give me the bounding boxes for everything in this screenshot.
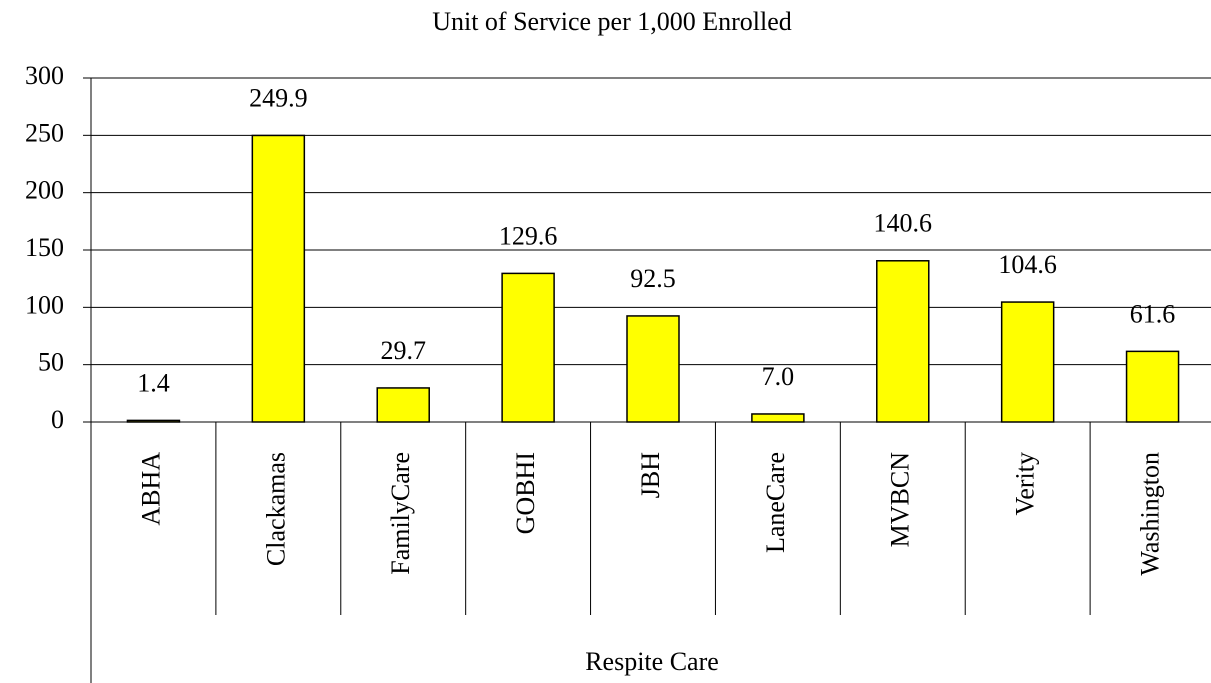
bar (876, 260, 930, 423)
chart-title: Unit of Service per 1,000 Enrolled (432, 7, 792, 36)
x-tick-label: Clackamas (261, 452, 290, 566)
y-tick-label: 50 (38, 348, 64, 377)
value-label: 29.7 (380, 336, 426, 365)
x-tick-label: FamilyCare (386, 452, 415, 575)
bar (376, 387, 430, 423)
value-label: 61.6 (1130, 299, 1176, 328)
value-label: 104.6 (998, 250, 1057, 279)
x-tick-label: GOBHI (511, 452, 540, 534)
value-label: 249.9 (249, 83, 308, 112)
value-label: 92.5 (630, 264, 676, 293)
group-label: Respite Care (585, 647, 719, 676)
value-label: 140.6 (874, 209, 933, 238)
y-tick-label: 300 (25, 61, 64, 90)
value-label: 129.6 (499, 221, 558, 250)
y-tick-label: 250 (25, 118, 64, 147)
bar (126, 419, 181, 423)
bar (1000, 301, 1055, 423)
y-tick-label: 100 (25, 290, 64, 319)
bar (501, 272, 555, 423)
y-tick-label: 150 (25, 233, 64, 262)
value-label: 1.4 (137, 368, 170, 397)
bar (251, 134, 306, 423)
y-tick-label: 0 (51, 405, 64, 434)
x-tick-label: JBH (636, 452, 665, 498)
value-label: 7.0 (762, 362, 795, 391)
x-tick-label: LaneCare (761, 452, 790, 553)
x-tick-label: ABHA (136, 452, 165, 526)
bar (626, 315, 680, 423)
x-tick-label: Verity (1011, 452, 1040, 516)
bar (751, 413, 805, 423)
x-tick-label: MVBCN (886, 452, 915, 548)
bar (1125, 350, 1180, 423)
y-tick-label: 200 (25, 176, 64, 205)
x-tick-label: Washington (1136, 452, 1165, 576)
